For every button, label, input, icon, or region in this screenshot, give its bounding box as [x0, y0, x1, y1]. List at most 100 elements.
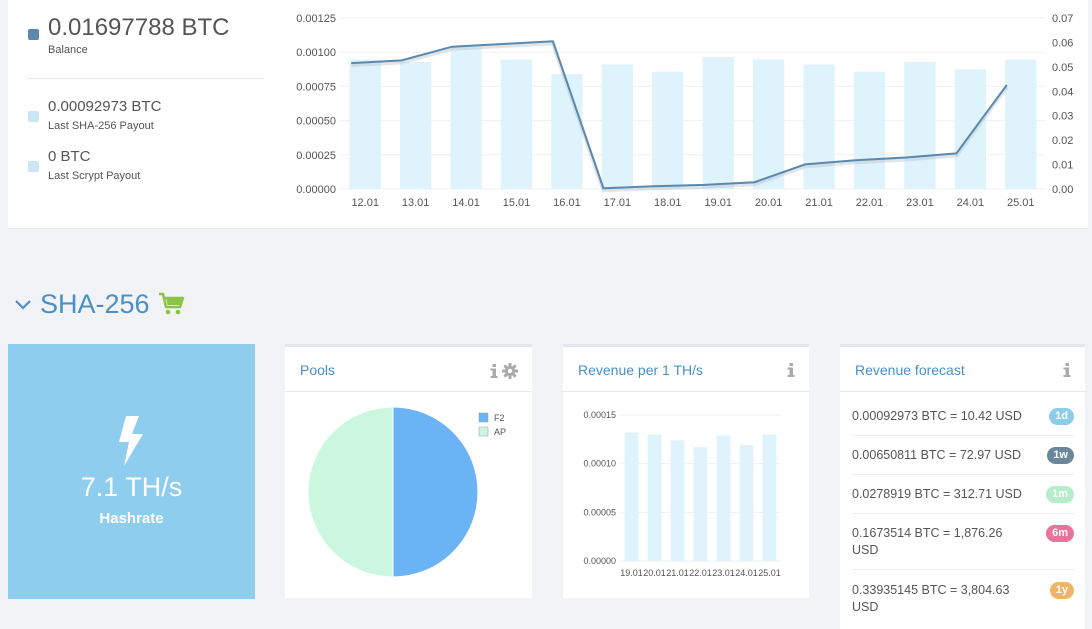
x-axis-tick-label: 20.01 [755, 197, 783, 209]
pie-slice-ap[interactable] [307, 406, 394, 578]
balance-bar[interactable] [400, 61, 432, 189]
revenue-bar[interactable] [762, 434, 777, 561]
revenue-bar[interactable] [647, 434, 662, 561]
x-axis-tick-label: 15.01 [503, 197, 531, 209]
x-axis-tick-label: 25.01 [758, 568, 781, 578]
balance-bar[interactable] [904, 61, 936, 189]
x-axis-tick-label: 13.01 [402, 197, 430, 209]
legend-divider [28, 78, 264, 79]
chevron-down-icon[interactable] [14, 298, 32, 310]
forecast-divider [852, 569, 1074, 570]
x-axis-tick-label: 22.01 [856, 197, 884, 209]
right-axis-tick-label: 0.05 [1052, 62, 1073, 74]
pools-pie-chart: F2 AP [307, 406, 506, 578]
sha256-section-header[interactable]: SHA-256 [14, 286, 186, 322]
info-icon[interactable] [1063, 363, 1071, 377]
forecast-row-1m: 0.0278919 BTC = 312.71 USD 1m [852, 486, 1074, 503]
left-axis-tick-label: 0.00000 [296, 184, 336, 196]
shopping-cart-icon[interactable] [158, 292, 186, 316]
forecast-amount: 0.1673514 BTC = 1,876.26 USD [852, 526, 1003, 557]
sha-payout-value: 0.00092973 BTC [48, 98, 162, 115]
scrypt-payout-label: Last Scrypt Payout [48, 170, 141, 182]
x-axis-tick-label: 23.01 [906, 197, 934, 209]
revenue-card-header: Revenue per 1 TH/s [563, 347, 809, 392]
info-icon[interactable] [490, 364, 498, 378]
balance-bar[interactable] [349, 59, 381, 190]
balance-bar[interactable] [601, 64, 633, 189]
revenue-bar[interactable] [624, 432, 639, 561]
balance-value: 0.01697788 BTC [48, 14, 230, 41]
pools-title: Pools [300, 362, 336, 378]
revenue-bar[interactable] [693, 447, 708, 561]
left-axis-tick-label: 0.00050 [296, 116, 336, 128]
x-axis-tick-label: 25.01 [1007, 197, 1035, 209]
x-axis-tick-label: 14.01 [452, 197, 480, 209]
sha-payout-legend-swatch [28, 111, 39, 122]
balance-history-chart: 0.000000.000250.000500.000750.001000.001… [296, 13, 1073, 209]
revenue-bar[interactable] [739, 445, 754, 561]
forecast-card-header: Revenue forecast [840, 347, 1085, 392]
period-badge: 1w [1047, 447, 1074, 464]
x-axis-tick-label: 24.01 [957, 197, 985, 209]
x-axis-tick-label: 16.01 [553, 197, 581, 209]
balance-bar[interactable] [1005, 59, 1037, 190]
balance-label: Balance [48, 44, 88, 56]
x-axis-tick-label: 19.01 [704, 197, 732, 209]
info-icon[interactable] [787, 363, 795, 377]
right-axis-tick-label: 0.00 [1052, 184, 1073, 196]
balance-bar[interactable] [551, 74, 583, 189]
gear-icon[interactable] [502, 363, 518, 379]
scrypt-payout-value: 0 BTC [48, 148, 91, 165]
legend-swatch [478, 412, 489, 423]
y-axis-tick-label: 0.00015 [583, 410, 616, 420]
pie-slice-f2[interactable] [392, 406, 479, 578]
x-axis-tick-label: 21.01 [666, 568, 689, 578]
balance-bar[interactable] [450, 47, 482, 189]
x-axis-tick-label: 17.01 [604, 197, 632, 209]
legend-label: F2 [494, 413, 505, 423]
pools-card: Pools F2 AP [285, 344, 532, 598]
x-axis-tick-label: 24.01 [735, 568, 758, 578]
forecast-divider [852, 474, 1074, 475]
x-axis-tick-label: 22.01 [689, 568, 712, 578]
lightning-bolt-icon [119, 416, 143, 466]
balance-bar[interactable] [652, 71, 684, 189]
balance-bar[interactable] [500, 59, 533, 190]
right-axis-tick-label: 0.07 [1052, 13, 1073, 25]
forecast-amount: 0.0278919 BTC = 312.71 USD [852, 487, 1022, 501]
pools-card-header: Pools [285, 347, 532, 392]
forecast-amount: 0.00650811 BTC = 72.97 USD [852, 448, 1021, 462]
balance-bar[interactable] [803, 64, 835, 189]
period-badge: 6m [1046, 525, 1074, 542]
x-axis-tick-label: 20.01 [643, 568, 666, 578]
period-badge: 1m [1046, 486, 1074, 503]
right-axis-tick-label: 0.02 [1052, 135, 1073, 147]
left-axis-tick-label: 0.00100 [296, 47, 336, 59]
forecast-divider [852, 513, 1074, 514]
revenue-bar[interactable] [716, 435, 731, 561]
balance-panel: 0.01697788 BTC Balance 0.00092973 BTC La… [8, 0, 1088, 229]
x-axis-tick-label: 19.01 [620, 568, 643, 578]
balance-bar[interactable] [954, 69, 986, 189]
y-axis-tick-label: 0.00000 [583, 556, 616, 566]
forecast-divider [852, 435, 1074, 436]
forecast-row-6m: 0.1673514 BTC = 1,876.26 USD 6m [852, 525, 1074, 559]
x-axis-tick-label: 21.01 [805, 197, 833, 209]
right-axis-tick-label: 0.06 [1052, 37, 1073, 49]
balance-bar[interactable] [702, 57, 734, 190]
balance-bar[interactable] [753, 59, 785, 190]
revenue-forecast-card: Revenue forecast 0.00092973 BTC = 10.42 … [840, 344, 1085, 629]
revenue-bar[interactable] [670, 440, 685, 561]
balance-bar[interactable] [853, 71, 886, 189]
y-axis-tick-label: 0.00010 [583, 459, 616, 469]
balance-line[interactable] [351, 40, 1008, 190]
x-axis-tick-label: 12.01 [351, 197, 379, 209]
hashrate-label: Hashrate [99, 510, 164, 527]
period-badge: 1y [1049, 582, 1074, 599]
left-axis-tick-label: 0.00125 [296, 13, 336, 25]
sha-payout-label: Last SHA-256 Payout [48, 120, 154, 132]
x-axis-tick-label: 23.01 [712, 568, 735, 578]
revenue-title: Revenue per 1 TH/s [578, 362, 704, 378]
section-title: SHA-256 [40, 288, 150, 319]
